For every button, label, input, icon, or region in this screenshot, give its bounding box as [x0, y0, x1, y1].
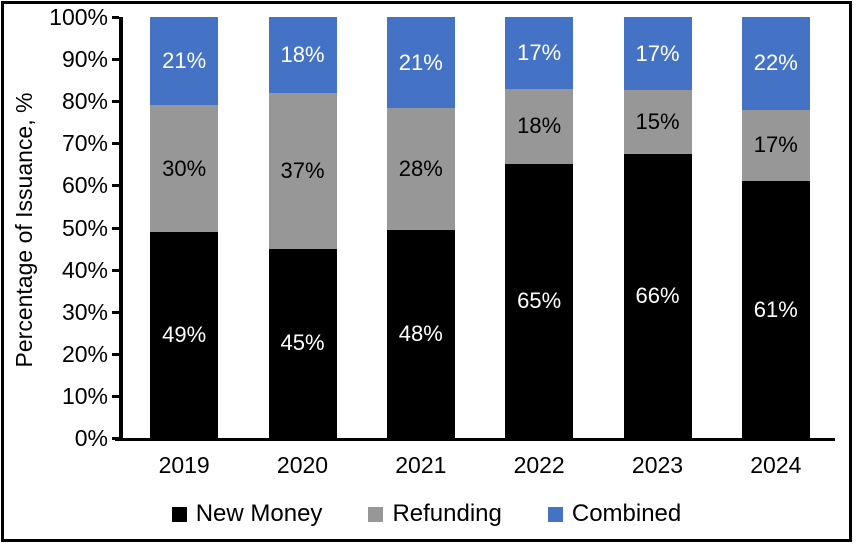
x-tick-label: 2023 — [631, 452, 684, 478]
bar-segment: 37% — [268, 92, 337, 249]
y-tick-mark — [112, 16, 119, 19]
legend-swatch — [547, 506, 563, 522]
bar-segment-label: 28% — [398, 155, 443, 181]
x-axis-line — [115, 438, 835, 441]
y-tick-label: 60% — [61, 172, 108, 199]
legend-item: Combined — [547, 500, 682, 528]
bar-segment: 17% — [623, 17, 692, 91]
y-tick-label: 20% — [61, 340, 108, 367]
y-tick-label: 70% — [61, 130, 108, 157]
legend-label: Refunding — [392, 500, 502, 527]
y-tick-mark — [112, 268, 119, 272]
y-tick-label: 40% — [61, 256, 108, 283]
bar-segment-label: 18% — [517, 113, 562, 139]
x-tick-label: 2021 — [395, 452, 447, 478]
bar-segment: 22% — [741, 17, 810, 110]
x-tick-label: 2020 — [276, 452, 329, 478]
bar-segment: 28% — [386, 108, 455, 230]
y-tick-label: 90% — [61, 46, 108, 73]
bar-segment: 45% — [268, 248, 337, 438]
bar-segment-label: 45% — [280, 330, 325, 356]
x-tick-label: 2019 — [158, 452, 210, 478]
y-tick-label: 10% — [61, 382, 108, 409]
y-tick-label: 30% — [61, 298, 108, 325]
bar-segment: 17% — [741, 109, 810, 182]
y-tick-label: 80% — [61, 88, 108, 115]
bar-segment: 18% — [505, 88, 574, 165]
bar-segment-label: 49% — [162, 321, 207, 347]
bar-segment-label: 21% — [398, 49, 443, 75]
y-tick-mark — [112, 142, 119, 146]
bar-segment-label: 21% — [162, 48, 207, 74]
bar-segment-label: 22% — [753, 50, 798, 76]
bar-segment-label: 17% — [635, 40, 680, 66]
bar-segment: 48% — [386, 229, 455, 438]
y-axis-line — [119, 17, 123, 441]
y-tick-label: 100% — [49, 4, 108, 30]
bar-segment: 66% — [623, 154, 692, 438]
bar-segment: 21% — [386, 17, 455, 109]
y-tick-mark — [112, 310, 119, 314]
bar-segment-label: 61% — [753, 296, 798, 322]
y-axis-title: Percentage of Issuance, % — [11, 92, 37, 368]
y-tick-mark — [112, 437, 119, 440]
legend: New Money Refunding Combined — [4, 500, 849, 528]
bar-segment: 61% — [741, 181, 810, 438]
x-tick-label: 2024 — [750, 452, 802, 478]
bar-segment-label: 48% — [398, 320, 443, 346]
bar-segment-label: 18% — [280, 41, 325, 67]
bar-segment: 21% — [150, 17, 219, 106]
bar-segment: 30% — [150, 105, 219, 232]
legend-item: Refunding — [368, 500, 502, 528]
stacked-bar-chart: Percentage of Issuance, % 0% 10% 20% 30% 40%… — [4, 4, 849, 539]
legend-label: Combined — [571, 500, 682, 527]
bar-segment-label: 66% — [635, 283, 680, 309]
y-tick-label: 0% — [74, 425, 108, 451]
bar-segment-label: 15% — [635, 109, 680, 135]
y-tick-mark — [112, 352, 119, 356]
bar-segment: 17% — [505, 17, 574, 89]
bar-segment: 65% — [505, 164, 574, 438]
bar-segment-label: 30% — [162, 155, 207, 181]
y-tick-mark — [112, 100, 119, 104]
y-tick-mark — [112, 58, 119, 62]
y-tick-label: 50% — [61, 214, 108, 241]
bar-segment-label: 65% — [517, 288, 562, 314]
y-tick-mark — [112, 226, 119, 230]
legend-label: New Money — [195, 500, 323, 527]
y-tick-mark — [112, 394, 119, 398]
bar-segment: 15% — [623, 90, 692, 155]
bar-segment-label: 17% — [753, 132, 798, 158]
legend-item: New Money — [171, 500, 323, 528]
bar-segment: 49% — [150, 231, 219, 438]
bar-segment-label: 37% — [280, 157, 325, 183]
legend-swatch — [171, 506, 187, 522]
bar-segment-label: 17% — [517, 39, 562, 65]
y-tick-mark — [112, 184, 119, 188]
bar-segment: 18% — [268, 17, 337, 93]
x-tick-label: 2022 — [513, 452, 565, 478]
legend-swatch — [368, 506, 384, 522]
